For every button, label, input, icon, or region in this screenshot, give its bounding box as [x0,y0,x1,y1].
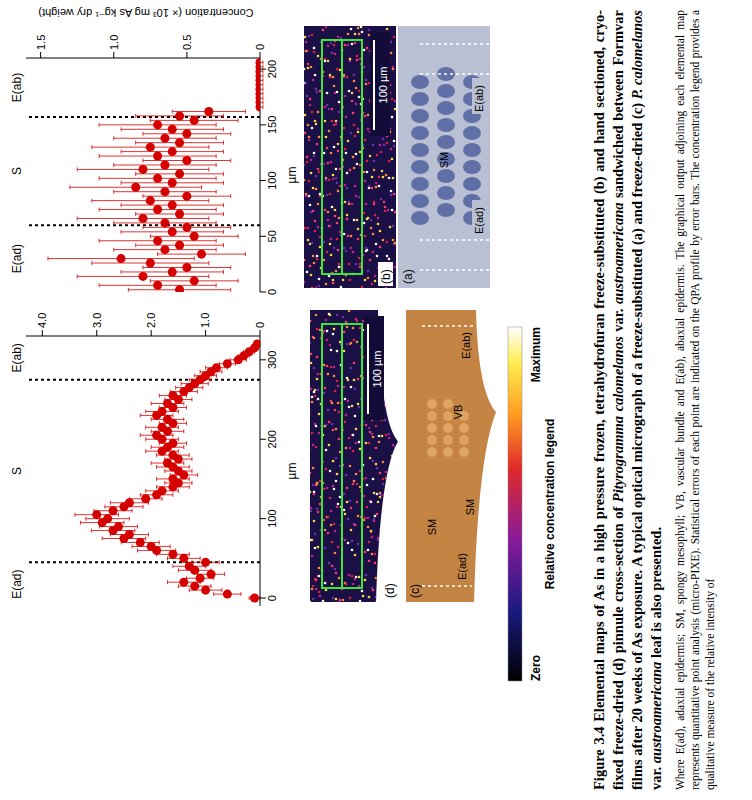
svg-text:(c): (c) [408,584,422,598]
svg-text:0: 0 [254,322,266,328]
svg-text:0: 0 [254,44,266,50]
svg-text:0: 0 [266,595,278,601]
svg-text:(a): (a) [401,269,415,284]
svg-text:SM: SM [438,152,450,169]
svg-text:Zero: Zero [529,655,543,681]
svg-text:4.0: 4.0 [36,313,48,328]
svg-text:100 µm: 100 µm [377,67,389,104]
svg-text:VB: VB [452,405,464,420]
svg-text:Relative concentration legend: Relative concentration legend [543,419,557,590]
svg-text:1.5: 1.5 [35,35,47,50]
svg-text:2.0: 2.0 [145,313,157,328]
svg-text:E(ab): E(ab) [10,73,24,102]
svg-text:0: 0 [266,289,278,295]
html-text:leaf is also presented.: leaf is also presented. [647,527,664,662]
html-text:sandwiched between Formvar fil: sandwiched between Formvar films after 2… [609,10,645,790]
html-text:Pityrogramma calomelanos: Pityrogramma calomelanos [609,336,626,503]
svg-text:SM: SM [426,519,438,536]
svg-text:200: 200 [266,60,278,78]
html-text:var.: var. [609,304,626,337]
svg-text:1.0: 1.0 [199,313,211,328]
svg-text:µm: µm [285,463,299,480]
svg-text:µm: µm [285,167,299,184]
svg-text:300: 300 [266,351,278,369]
svg-text:S: S [10,467,24,475]
svg-text:Maximum: Maximum [529,327,543,382]
svg-text:E(ad): E(ad) [10,244,24,273]
svg-text:50: 50 [266,230,278,242]
svg-text:E(ad): E(ad) [473,207,485,234]
html-text:P. calomelanos: P. calomelanos [628,10,645,100]
svg-text:1.0: 1.0 [108,35,120,50]
svg-text:200: 200 [266,430,278,448]
svg-text:0.5: 0.5 [181,35,193,50]
svg-text:SM: SM [464,499,476,516]
svg-text:100: 100 [266,509,278,527]
html-text:Concentration (× 10³ mg As kg⁻: Concentration (× 10³ mg As kg⁻¹ dry weig… [38,6,254,19]
svg-text:100 µm: 100 µm [371,351,383,388]
html-text:var.: var. [647,763,664,790]
svg-text:S: S [10,167,24,175]
svg-text:3.0: 3.0 [91,313,103,328]
svg-text:E(ab): E(ab) [460,332,472,359]
svg-text:E(ab): E(ab) [10,343,24,372]
svg-text:E(ad): E(ad) [456,553,468,580]
svg-text:(d): (d) [383,583,397,598]
svg-text:(b): (b) [379,269,393,284]
html-text:Figure 3.4 Elemental maps of A: Figure 3.4 Elemental maps of As in a hig… [591,10,626,790]
html-text:Where E(ad), adaxial epidermis: Where E(ad), adaxial epidermis; SM, spon… [674,10,717,790]
svg-text:100: 100 [266,171,278,189]
svg-text:E(ad): E(ad) [10,569,24,598]
html-text:austroamericana: austroamericana [647,661,664,764]
svg-text:E(ab): E(ab) [473,85,485,112]
svg-text:150: 150 [266,116,278,134]
html-text:austroamericana: austroamericana [609,202,626,304]
